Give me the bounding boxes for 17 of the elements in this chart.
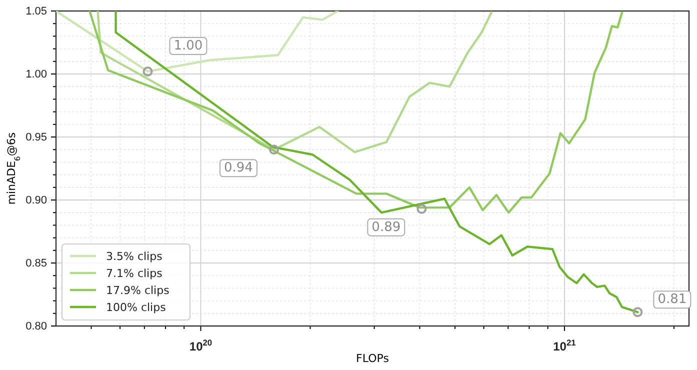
y-tick-label: 0.85 [26, 258, 47, 270]
y-tick-label: 1.05 [26, 6, 47, 18]
annotation: 0.94 [224, 160, 253, 176]
legend-label: 17.9% clips [106, 284, 170, 297]
legend-label: 100% clips [106, 301, 166, 314]
legend-label: 7.1% clips [106, 267, 163, 280]
legend-label: 3.5% clips [106, 250, 163, 263]
x-tick-label: 10$^{21}$ [553, 338, 576, 354]
x-tick-label: 10$^{20}$ [189, 338, 212, 354]
annotation: 1.00 [174, 38, 203, 54]
y-tick-label: 0.95 [26, 132, 47, 144]
annotation: 0.81 [658, 292, 687, 308]
y-tick-label: 0.80 [26, 320, 47, 333]
y-tick-label: 0.90 [26, 194, 47, 207]
x-axis-title: FLOPs [356, 352, 390, 365]
y-tick-label: 1.00 [26, 68, 47, 81]
annotation: 0.89 [372, 220, 401, 235]
